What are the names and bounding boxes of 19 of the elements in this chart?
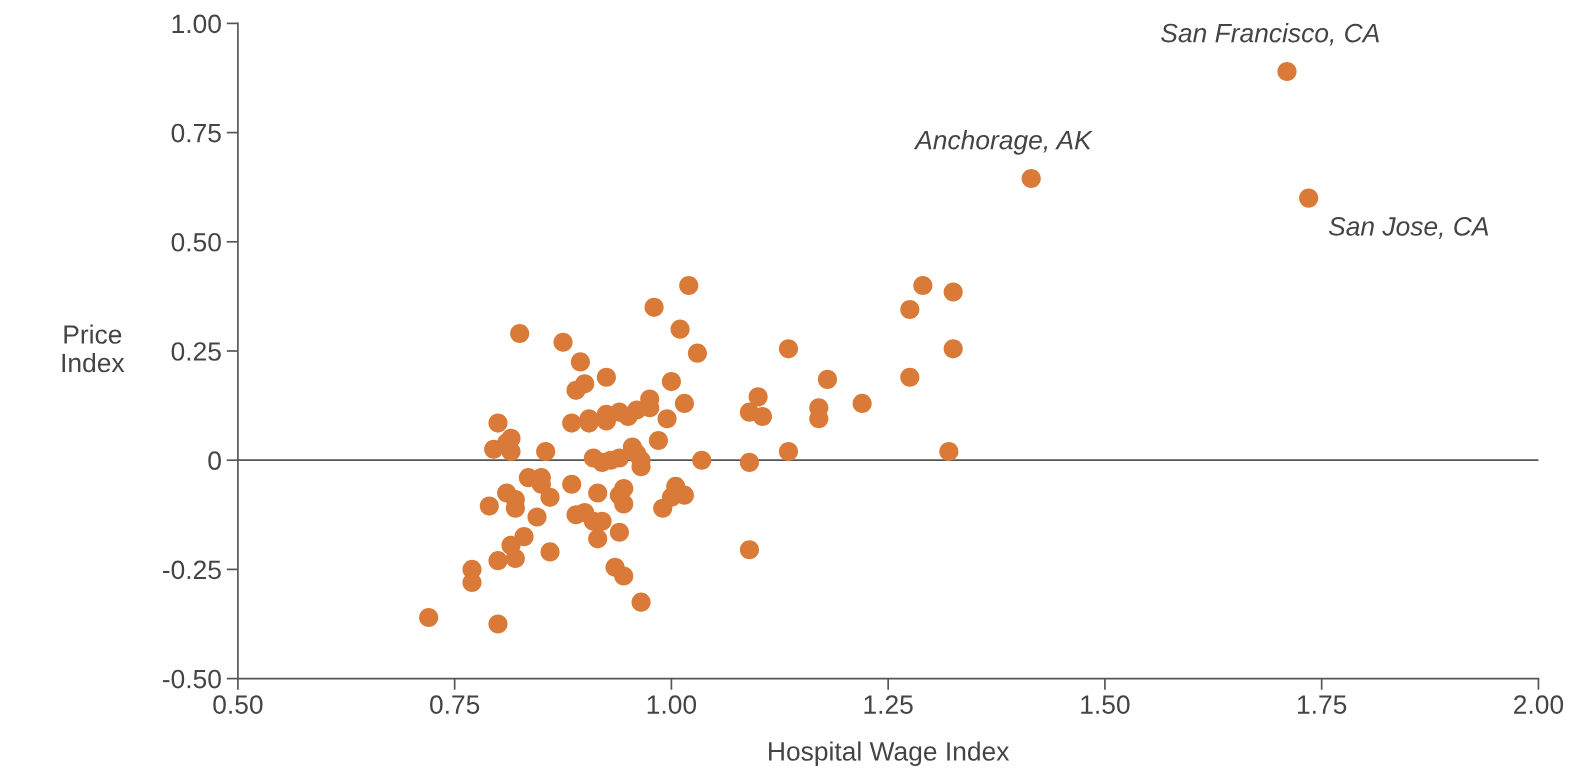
x-tick-label: 0.75: [430, 695, 480, 714]
y-tick-label: -0.50: [162, 669, 221, 689]
x-tick-label: 1.25: [864, 695, 913, 714]
y-tick-label: 0.50: [171, 232, 221, 252]
y-tick-label: 0: [208, 451, 221, 471]
y-axis-title: Price Index: [62, 324, 125, 373]
x-axis-title: Hospital Wage Index: [769, 741, 1010, 766]
annotation: San Francisco, CA: [1161, 23, 1379, 46]
x-tick-label: 0.50: [213, 695, 263, 714]
x-tick-label: 1.50: [1081, 695, 1130, 714]
y-tick-label: -0.25: [162, 560, 221, 580]
x-tick-label: 1.75: [1298, 695, 1347, 714]
x-tick-label: 2.00: [1514, 695, 1564, 714]
y-tick-label: 1.00: [172, 14, 221, 34]
annotation: Anchorage, AK: [913, 130, 1093, 155]
x-tick-label: 1.00: [647, 695, 697, 714]
annotation: San Jose, CA: [1328, 217, 1489, 239]
y-tick-label: 0.25: [171, 342, 221, 361]
y-tick-label: 0.75: [171, 123, 221, 143]
